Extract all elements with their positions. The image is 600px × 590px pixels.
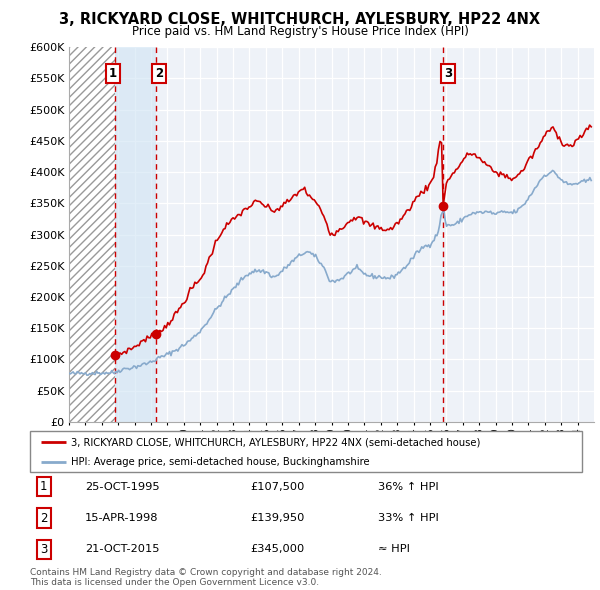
Text: 2: 2: [40, 512, 47, 525]
Text: £345,000: £345,000: [251, 545, 305, 555]
Text: 3: 3: [40, 543, 47, 556]
Text: £107,500: £107,500: [251, 481, 305, 491]
Text: 3, RICKYARD CLOSE, WHITCHURCH, AYLESBURY, HP22 4NX: 3, RICKYARD CLOSE, WHITCHURCH, AYLESBURY…: [59, 12, 541, 27]
Text: 25-OCT-1995: 25-OCT-1995: [85, 481, 160, 491]
Text: 36% ↑ HPI: 36% ↑ HPI: [378, 481, 439, 491]
Text: 3, RICKYARD CLOSE, WHITCHURCH, AYLESBURY, HP22 4NX (semi-detached house): 3, RICKYARD CLOSE, WHITCHURCH, AYLESBURY…: [71, 437, 481, 447]
Text: 1: 1: [40, 480, 47, 493]
Text: 33% ↑ HPI: 33% ↑ HPI: [378, 513, 439, 523]
Text: 15-APR-1998: 15-APR-1998: [85, 513, 158, 523]
Text: 3: 3: [444, 67, 452, 80]
Bar: [69, 47, 115, 422]
Text: £139,950: £139,950: [251, 513, 305, 523]
Text: ≈ HPI: ≈ HPI: [378, 545, 410, 555]
Text: 2: 2: [155, 67, 163, 80]
Bar: [115, 47, 156, 422]
Text: HPI: Average price, semi-detached house, Buckinghamshire: HPI: Average price, semi-detached house,…: [71, 457, 370, 467]
Text: 1: 1: [109, 67, 117, 80]
Text: Contains HM Land Registry data © Crown copyright and database right 2024.
This d: Contains HM Land Registry data © Crown c…: [30, 568, 382, 587]
FancyBboxPatch shape: [30, 431, 582, 472]
Text: 21-OCT-2015: 21-OCT-2015: [85, 545, 160, 555]
Text: Price paid vs. HM Land Registry's House Price Index (HPI): Price paid vs. HM Land Registry's House …: [131, 25, 469, 38]
